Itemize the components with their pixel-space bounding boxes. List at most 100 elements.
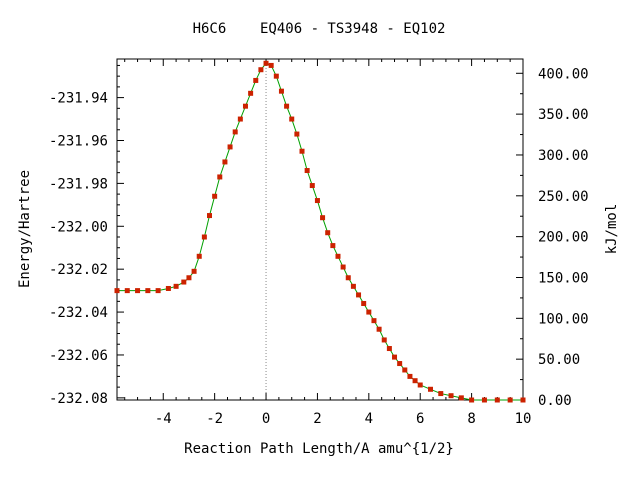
data-point — [212, 193, 218, 199]
data-point — [376, 326, 382, 332]
data-point — [325, 230, 331, 236]
data-point — [242, 103, 248, 109]
data-point — [273, 73, 279, 79]
y2-tick-label: 100.00 — [538, 311, 589, 327]
data-point — [448, 393, 454, 399]
minor-ticks — [117, 59, 523, 400]
x-tick-label: -2 — [206, 411, 223, 427]
data-point — [386, 346, 392, 352]
chart-title: H6C6 EQ406 - TS3948 - EQ102 — [193, 21, 446, 37]
data-point — [196, 253, 202, 259]
data-point — [494, 397, 500, 403]
data-point — [207, 213, 213, 219]
data-point — [350, 283, 356, 289]
y2-tick-label: 50.00 — [538, 352, 580, 368]
data-point — [520, 397, 526, 403]
data-point — [412, 378, 418, 384]
y-tick-label: -232.06 — [49, 348, 108, 364]
y2-tick-label: 300.00 — [538, 148, 589, 164]
y2-tick-label: 0.00 — [538, 393, 572, 409]
data-point — [314, 198, 320, 204]
data-point — [340, 264, 346, 270]
data-point — [402, 367, 408, 373]
data-point — [258, 67, 264, 73]
data-point — [284, 103, 290, 109]
data-point — [186, 275, 192, 281]
data-point — [481, 397, 487, 403]
x-tick-label: 0 — [262, 411, 270, 427]
data-point — [469, 397, 475, 403]
data-point — [304, 168, 310, 174]
data-point — [191, 268, 197, 274]
data-point — [294, 131, 300, 137]
data-point — [330, 243, 336, 249]
data-point — [278, 88, 284, 94]
y-tick-label: -232.00 — [49, 219, 108, 235]
data-point — [165, 285, 171, 291]
x-axis-ticks: -4 -2 0 2 4 6 8 10 — [155, 59, 532, 427]
x-tick-label: 6 — [416, 411, 424, 427]
data-point — [263, 60, 269, 66]
data-point — [299, 148, 305, 154]
data-point — [227, 144, 233, 150]
y2-tick-label: 200.00 — [538, 230, 589, 246]
data-point — [217, 174, 223, 180]
data-point — [173, 283, 179, 289]
y-tick-label: -232.02 — [49, 262, 108, 278]
x-tick-label: 2 — [313, 411, 321, 427]
y2-axis-ticks: 400.00 350.00 300.00 250.00 200.00 150.00 100.… — [516, 66, 589, 409]
y-tick-label: -231.96 — [49, 133, 108, 149]
y2-tick-label: 400.00 — [538, 66, 589, 82]
series-line — [117, 62, 523, 401]
y-tick-label: -232.04 — [49, 305, 108, 321]
data-point — [289, 116, 295, 122]
plot-frame — [116, 58, 524, 401]
x-tick-label: 10 — [515, 411, 532, 427]
y-tick-label: -231.94 — [49, 91, 108, 107]
data-point — [268, 62, 274, 68]
data-point — [135, 288, 141, 294]
data-point — [438, 391, 444, 397]
data-point — [155, 288, 161, 294]
data-point — [397, 361, 403, 367]
data-point — [371, 318, 377, 324]
x-axis-title: Reaction Path Length/A amu^{1/2} — [184, 441, 454, 457]
data-point — [309, 183, 315, 189]
data-point — [345, 275, 351, 281]
x-tick-label: -4 — [155, 411, 172, 427]
data-point — [181, 279, 187, 285]
data-point — [381, 337, 387, 343]
data-point — [124, 288, 130, 294]
y2-tick-label: 150.00 — [538, 270, 589, 286]
data-point — [232, 129, 238, 135]
data-point — [222, 159, 228, 165]
y2-tick-label: 250.00 — [538, 189, 589, 205]
data-point — [356, 292, 362, 298]
data-point — [366, 309, 372, 315]
x-tick-label: 4 — [365, 411, 373, 427]
data-point — [392, 354, 398, 360]
data-point — [335, 253, 341, 259]
y-axis-title: Energy/Hartree — [17, 170, 33, 288]
data-point — [253, 77, 259, 83]
y-tick-label: -231.98 — [49, 176, 108, 192]
y-axis-ticks: -231.94 -231.96 -231.98 -232.00 -232.02 -232.… — [49, 91, 124, 407]
data-point — [114, 288, 120, 294]
data-point — [248, 90, 254, 96]
data-point — [417, 382, 423, 388]
data-point — [458, 395, 464, 401]
x-tick-label: 8 — [467, 411, 475, 427]
data-point — [407, 373, 413, 379]
data-markers — [114, 60, 526, 403]
data-point — [427, 386, 433, 392]
data-point — [320, 215, 326, 221]
data-point — [237, 116, 243, 122]
data-point — [201, 234, 207, 240]
y2-tick-label: 350.00 — [538, 107, 589, 123]
y2-axis-title: kJ/mol — [604, 204, 620, 255]
data-point — [361, 300, 367, 306]
y-tick-label: -232.08 — [49, 391, 108, 407]
data-point — [507, 397, 513, 403]
data-point — [145, 288, 151, 294]
